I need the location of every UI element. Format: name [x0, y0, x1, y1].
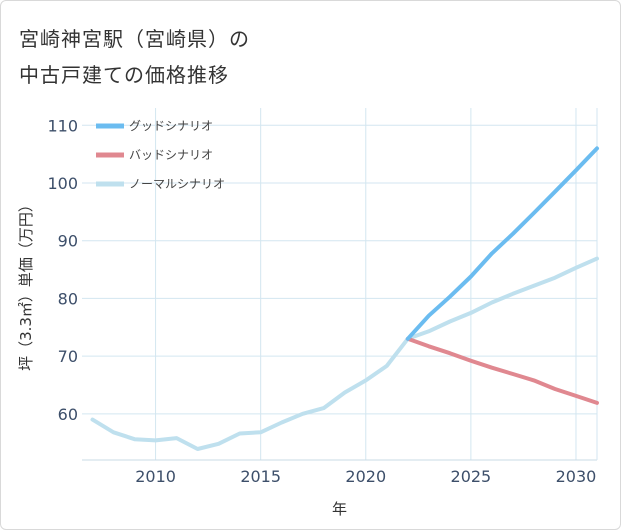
chart-title-line2: 中古戸建ての価格推移 — [19, 63, 229, 87]
series-line-0 — [405, 146, 599, 341]
y-tick-label-0: 60 — [58, 405, 78, 424]
x-tick-label-0: 2010 — [135, 467, 176, 486]
y-tick-label-5: 110 — [47, 116, 78, 135]
legend-label-0: グッドシナリオ — [129, 119, 213, 133]
y-tick-label-2: 80 — [58, 289, 78, 308]
series-line-2 — [90, 256, 599, 451]
y-tick-label-4: 100 — [47, 174, 78, 193]
legend-label-1: バッドシナリオ — [129, 148, 213, 162]
x-axis-title: 年 — [332, 500, 347, 518]
x-tick-label-3: 2025 — [451, 467, 492, 486]
grid-lines — [82, 108, 598, 461]
y-tick-label-3: 90 — [58, 232, 78, 251]
series-lines — [90, 146, 599, 451]
x-tick-label-4: 2030 — [556, 467, 597, 486]
y-tick-labels: 60 70 80 90 100 110 — [47, 116, 78, 424]
series-line-1 — [405, 336, 599, 405]
x-tick-label-2: 2020 — [345, 467, 386, 486]
chart-title-line1: 宮崎神宮駅（宮崎県）の — [19, 27, 250, 51]
x-tick-label-1: 2015 — [240, 467, 281, 486]
y-axis-title: 坪（3.3㎡）単価（万円） — [17, 197, 35, 371]
x-tick-labels: 2010 2015 2020 2025 2030 — [135, 467, 596, 486]
y-tick-label-1: 70 — [58, 347, 78, 366]
legend-label-2: ノーマルシナリオ — [129, 177, 225, 191]
